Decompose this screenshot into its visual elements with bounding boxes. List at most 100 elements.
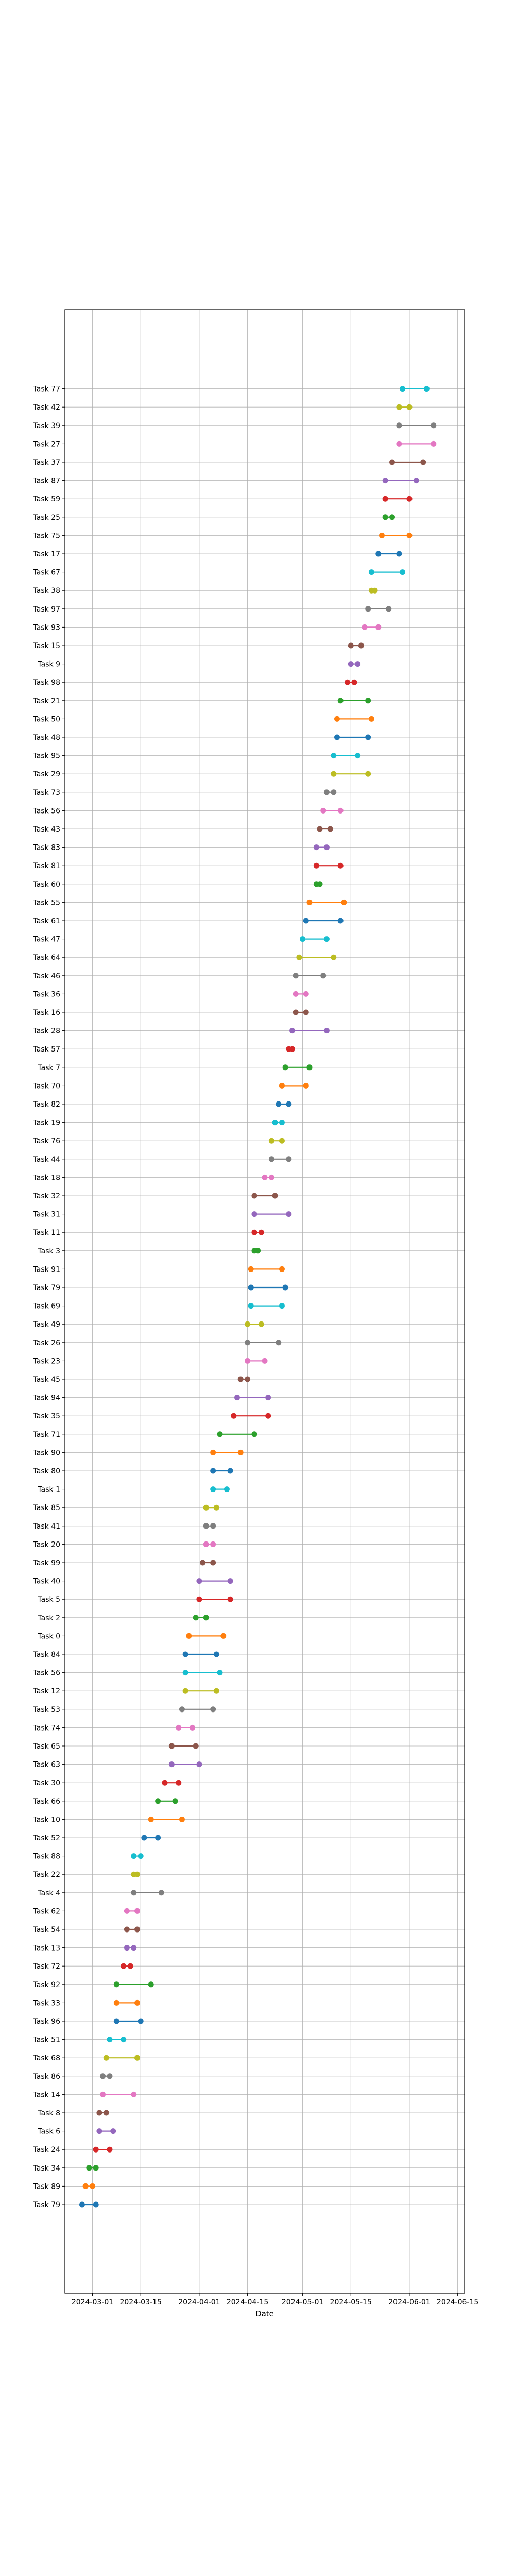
task-start-point xyxy=(245,1340,251,1346)
task-start-point xyxy=(276,1101,282,1107)
task-start-point xyxy=(179,1706,185,1713)
task-end-point xyxy=(365,771,371,777)
task-start-point xyxy=(186,1633,192,1639)
task-start-point xyxy=(131,1890,137,1896)
y-tick-label: Task 43 xyxy=(33,825,60,834)
task-start-point xyxy=(234,1395,240,1401)
task-start-point xyxy=(124,1926,130,1933)
y-tick-label: Task 21 xyxy=(33,697,60,705)
y-tick-label: Task 14 xyxy=(33,2091,61,2099)
y-tick-label: Task 22 xyxy=(33,1871,60,1879)
task-end-point xyxy=(279,1138,285,1144)
y-tick-label: Task 5 xyxy=(37,1596,60,1604)
y-axis-ticks: Task 79 Task 89 Task 34 Task 24 Task 6 Task 8… xyxy=(33,385,65,2209)
task-start-point xyxy=(382,478,388,484)
y-tick-label: Task 2 xyxy=(37,1614,60,1622)
y-tick-label: Task 39 xyxy=(33,422,60,430)
task-end-point xyxy=(179,1816,185,1822)
task-end-point xyxy=(386,606,392,612)
y-tick-label: Task 19 xyxy=(33,1119,60,1127)
task-end-point xyxy=(196,1761,202,1768)
task-end-point xyxy=(355,661,361,667)
task-end-point xyxy=(341,899,347,905)
task-start-point xyxy=(268,1138,274,1144)
task-end-point xyxy=(107,2146,113,2153)
task-start-point xyxy=(86,2165,92,2171)
task-end-point xyxy=(217,1670,223,1676)
y-tick-label: Task 71 xyxy=(33,1431,60,1439)
task-end-point xyxy=(210,1706,216,1713)
task-start-point xyxy=(248,1266,254,1272)
task-start-point xyxy=(272,1120,278,1126)
task-start-point xyxy=(268,1156,274,1162)
y-tick-label: Task 31 xyxy=(33,1211,60,1219)
task-start-point xyxy=(345,679,351,685)
task-end-point xyxy=(406,496,413,502)
task-start-point xyxy=(82,2183,89,2189)
task-end-point xyxy=(265,1395,271,1401)
y-tick-label: Task 11 xyxy=(33,1229,60,1237)
y-tick-label: Task 3 xyxy=(37,1247,60,1256)
y-tick-label: Task 32 xyxy=(33,1192,60,1200)
y-tick-label: Task 67 xyxy=(33,569,60,577)
task-start-point xyxy=(279,1082,285,1089)
task-end-point xyxy=(372,587,378,594)
task-start-point xyxy=(396,422,402,429)
task-start-point xyxy=(141,1835,147,1841)
task-end-point xyxy=(193,1743,199,1749)
y-tick-label: Task 90 xyxy=(33,1449,60,1457)
y-tick-label: Task 54 xyxy=(33,1926,61,1934)
y-tick-label: Task 79 xyxy=(33,1284,60,1292)
y-tick-label: Task 91 xyxy=(33,1265,60,1274)
task-end-point xyxy=(134,1999,140,2006)
y-tick-label: Task 15 xyxy=(33,642,60,650)
y-tick-label: Task 53 xyxy=(33,1706,60,1714)
task-end-point xyxy=(337,862,344,869)
task-start-point xyxy=(113,2018,119,2024)
task-start-point xyxy=(313,862,319,869)
task-start-point xyxy=(320,807,327,814)
y-tick-label: Task 10 xyxy=(33,1816,60,1824)
x-tick-label: 2024-05-15 xyxy=(330,2298,372,2307)
task-start-point xyxy=(210,1449,216,1455)
y-tick-label: Task 59 xyxy=(33,495,60,503)
x-tick-label: 2024-03-01 xyxy=(72,2298,113,2307)
task-end-point xyxy=(172,1798,178,1804)
y-tick-label: Task 62 xyxy=(33,1907,60,1916)
task-end-point xyxy=(134,1871,140,1877)
task-start-point xyxy=(148,1816,154,1822)
y-tick-label: Task 17 xyxy=(33,550,60,558)
y-tick-label: Task 27 xyxy=(33,440,60,448)
task-end-point xyxy=(303,991,309,997)
y-tick-label: Task 88 xyxy=(33,1853,60,1861)
task-end-point xyxy=(365,698,371,704)
task-end-point xyxy=(431,440,437,447)
task-start-point xyxy=(331,771,337,777)
task-start-point xyxy=(162,1780,168,1786)
grid-lines xyxy=(65,310,465,2293)
task-end-point xyxy=(423,386,430,392)
task-start-point xyxy=(79,2201,85,2208)
task-end-point xyxy=(265,1413,271,1419)
task-end-point xyxy=(220,1633,227,1639)
task-start-point xyxy=(182,1688,188,1694)
task-end-point xyxy=(131,1945,137,1951)
y-tick-label: Task 72 xyxy=(33,1962,60,1971)
task-start-point xyxy=(245,1358,251,1364)
y-tick-label: Task 64 xyxy=(33,954,61,962)
task-end-point xyxy=(279,1303,285,1309)
y-tick-label: Task 6 xyxy=(37,2128,60,2136)
task-start-point xyxy=(282,1064,288,1071)
task-start-point xyxy=(293,991,299,997)
task-end-point xyxy=(138,1853,144,1859)
task-start-point xyxy=(389,459,396,465)
y-tick-label: Task 50 xyxy=(33,715,60,723)
y-tick-label: Task 70 xyxy=(33,1082,60,1090)
task-end-point xyxy=(323,1028,330,1034)
task-start-point xyxy=(368,569,374,575)
task-end-point xyxy=(255,1248,261,1254)
task-end-point xyxy=(227,1468,233,1474)
task-start-point xyxy=(200,1560,206,1566)
task-start-point xyxy=(365,606,371,612)
